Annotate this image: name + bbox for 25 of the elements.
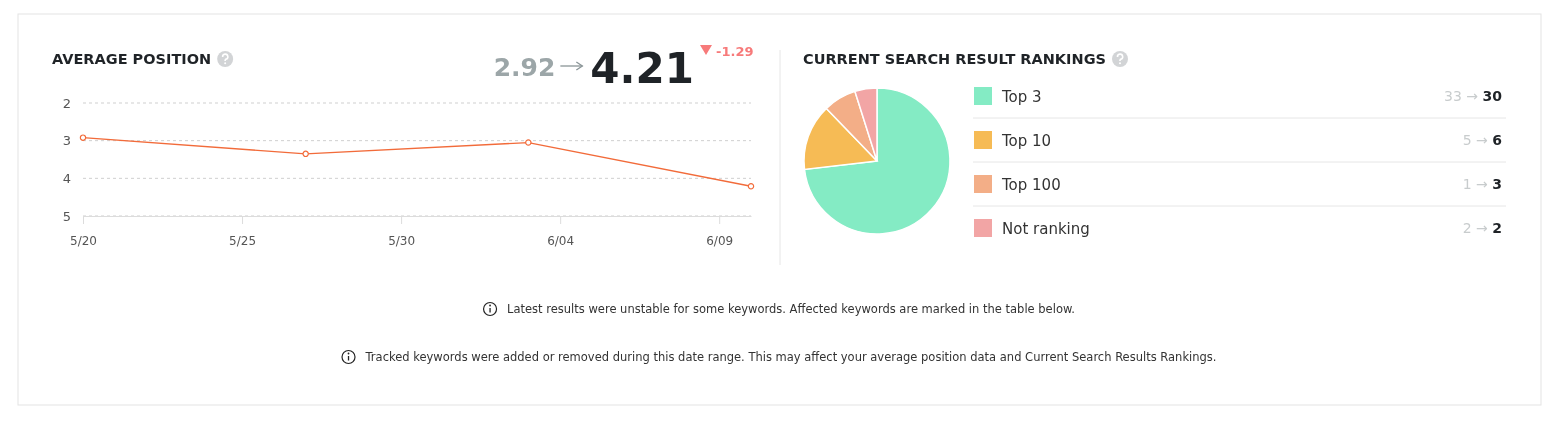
point: [302, 150, 309, 158]
legend-label: Not ranking: [1002, 220, 1090, 238]
chart-title: CURRENT SEARCH RESULT RANKINGS: [803, 51, 1106, 67]
y-tick-label: 3: [62, 133, 71, 149]
legend-label: Top 3: [1001, 88, 1042, 106]
y-tick-label: 5: [62, 208, 71, 224]
text: 2.92: [493, 53, 556, 82]
y-tick-label: 4: [62, 170, 71, 186]
x-tick-label: 6/04: [547, 233, 575, 248]
point: [747, 183, 755, 190]
text: Latest results were unstable for some keywords. Affected keywords are marked in the table below.: [507, 302, 1075, 316]
legend-label: Top 100: [1001, 176, 1061, 194]
x-tick-label: 6/09: [706, 233, 734, 248]
legend-label: Top 10: [1001, 132, 1052, 150]
x-tick-label: 5/20: [70, 233, 97, 248]
x-tick-label: 5/30: [388, 233, 416, 248]
y-tick-label: 2: [62, 95, 71, 111]
text: Tracked keywords were added or removed during this date range. This may affect your average position data and Current Search Results Rankings.: [364, 350, 1217, 364]
point: [525, 139, 532, 146]
x-tick-label: 5/25: [229, 233, 257, 248]
pie-slice: [803, 87, 951, 235]
text: 4.21: [590, 44, 694, 93]
point: [79, 134, 87, 141]
chart-title: AVERAGE POSITION: [52, 51, 212, 67]
text: -1.29: [716, 44, 754, 59]
